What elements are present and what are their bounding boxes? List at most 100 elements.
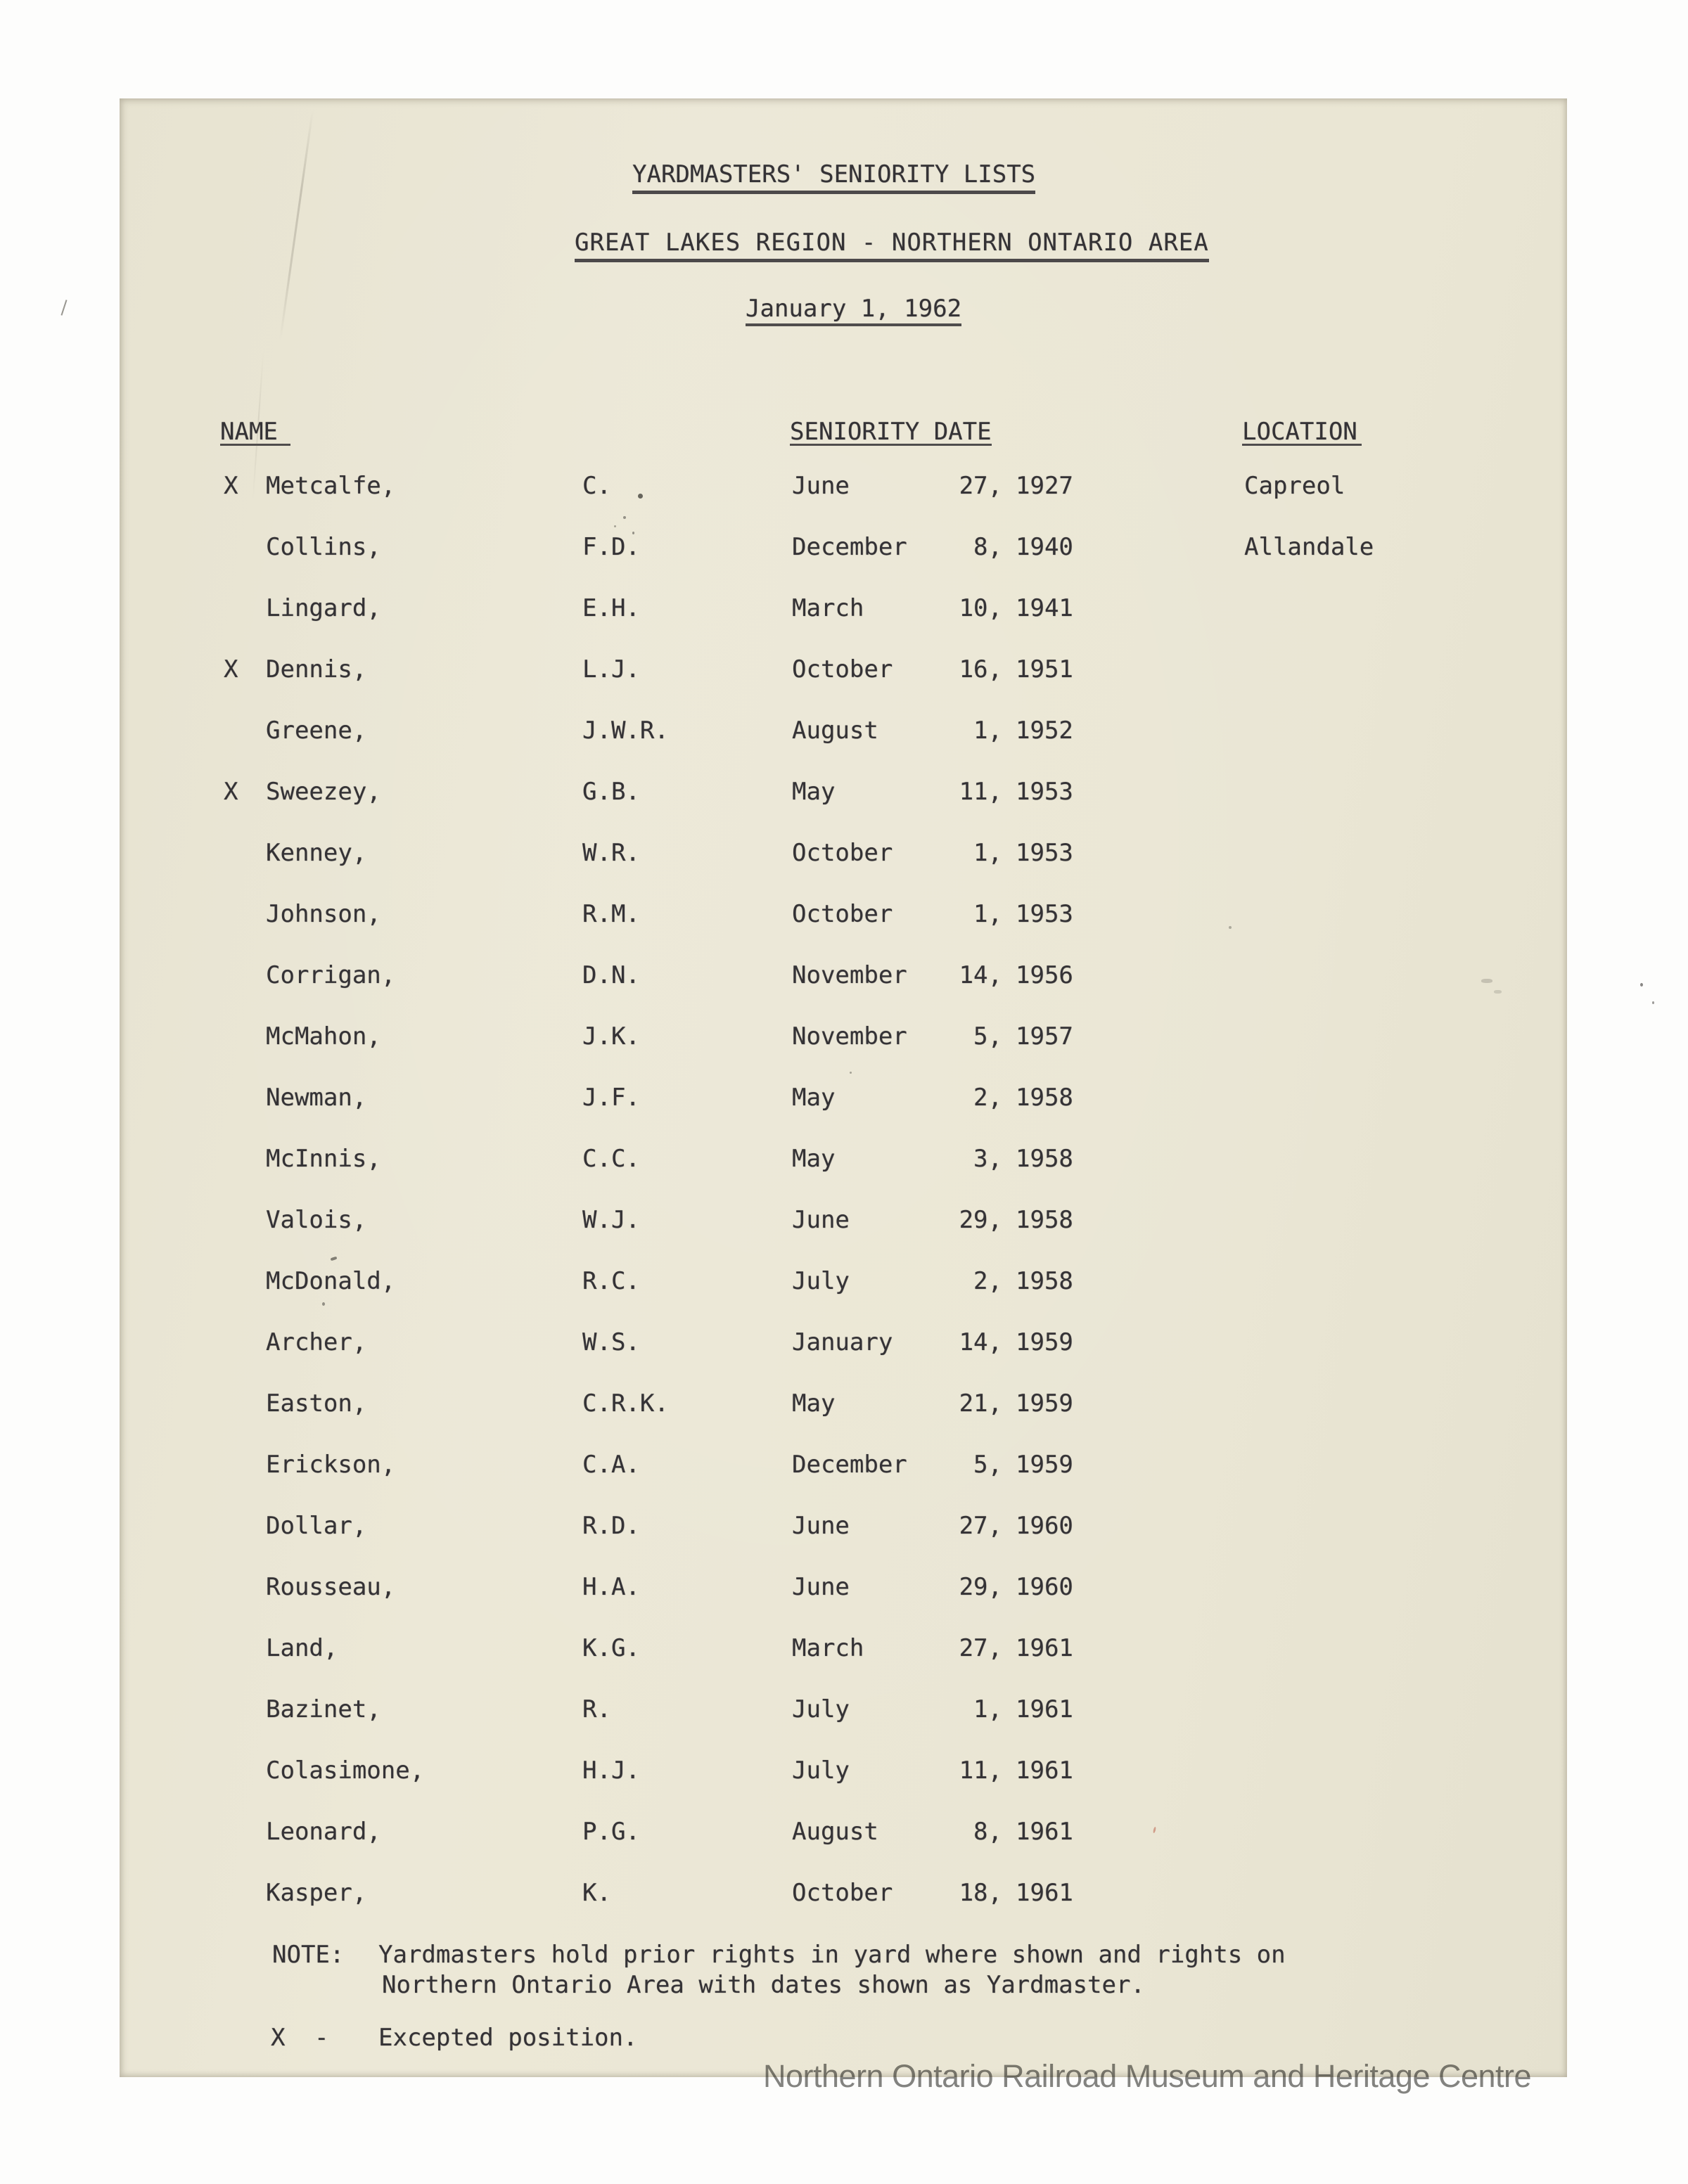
seniority-day: 27, (959, 1512, 1002, 1540)
seniority-day: 27, (959, 1634, 1002, 1662)
surname: Rousseau, (266, 1573, 396, 1601)
surname: Dollar, (266, 1512, 367, 1540)
seniority-year: 1958 (1016, 1145, 1073, 1173)
initials: K. (582, 1879, 611, 1907)
seniority-day: 3, (973, 1145, 1002, 1173)
table-row: Johnson, R.M. October 1, 1953 (120, 902, 1567, 934)
document-title: YARDMASTERS' SENIORITY LISTS (632, 162, 1036, 194)
table-row: Corrigan, D.N. November 14, 1956 (120, 963, 1567, 996)
seniority-day: 10, (959, 594, 1002, 622)
initials: R.D. (582, 1512, 640, 1540)
initials: C.R.K. (582, 1389, 669, 1418)
table-row: Greene, J.W.R. August 1, 1952 (120, 719, 1567, 751)
surname: Sweezey, (266, 778, 381, 806)
seniority-day: 1, (973, 717, 1002, 745)
seniority-day: 1, (973, 900, 1002, 928)
seniority-month: January (792, 1328, 893, 1356)
surname: Leonard, (266, 1818, 381, 1846)
surname: Dennis, (266, 655, 367, 683)
seniority-day: 14, (959, 961, 1002, 989)
surname: Bazinet, (266, 1695, 381, 1723)
seniority-month: July (792, 1695, 850, 1723)
ink-speck (632, 532, 634, 534)
surname: Valois, (266, 1206, 367, 1234)
ink-speck (623, 516, 626, 519)
initials: F.D. (582, 533, 640, 561)
seniority-year: 1952 (1016, 717, 1073, 745)
seniority-month: June (792, 1512, 850, 1540)
seniority-month: July (792, 1267, 850, 1295)
note-label: NOTE: (272, 1941, 345, 1969)
excepted-marker: X (224, 472, 238, 500)
surname: Kasper, (266, 1879, 367, 1907)
seniority-day: 29, (959, 1206, 1002, 1234)
seniority-year: 1959 (1016, 1451, 1073, 1479)
initials: L.J. (582, 655, 640, 683)
table-row: Kasper, K. October 18, 1961 (120, 1881, 1567, 1913)
surname: Lingard, (266, 594, 381, 622)
seniority-year: 1961 (1016, 1756, 1073, 1785)
surname: Newman, (266, 1084, 367, 1112)
seniority-month: March (792, 1634, 864, 1662)
seniority-month: October (792, 1879, 893, 1907)
seniority-month: May (792, 1389, 836, 1418)
location: Allandale (1244, 533, 1374, 561)
initials: C. (582, 472, 611, 500)
document-date: January 1, 1962 (746, 297, 962, 326)
table-row: Erickson, C.A. December 5, 1959 (120, 1453, 1567, 1485)
legend-text: Excepted position. (378, 2024, 638, 2052)
surname: McInnis, (266, 1145, 381, 1173)
table-row: Colasimone, H.J. July 11, 1961 (120, 1759, 1567, 1791)
table-row: Rousseau, H.A. June 29, 1960 (120, 1575, 1567, 1607)
seniority-day: 2, (973, 1267, 1002, 1295)
ink-speck (322, 1302, 325, 1306)
seniority-month: June (792, 1206, 850, 1234)
table-row: Land, K.G. March 27, 1961 (120, 1636, 1567, 1669)
surname: Collins, (266, 533, 381, 561)
table-row: Newman, J.F. May 2, 1958 (120, 1086, 1567, 1118)
surname: McMahon, (266, 1022, 381, 1051)
surname: Corrigan, (266, 961, 396, 989)
initials: P.G. (582, 1818, 640, 1846)
initials: R. (582, 1695, 611, 1723)
seniority-year: 1951 (1016, 655, 1073, 683)
seniority-year: 1959 (1016, 1389, 1073, 1418)
seniority-table: X Metcalfe, C. June 27, 1927 Capreol Collins, F.… (120, 98, 1567, 2077)
seniority-month: May (792, 1084, 836, 1112)
table-row: McInnis, C.C. May 3, 1958 (120, 1147, 1567, 1179)
seniority-month: December (792, 533, 907, 561)
paper-sheet: YARDMASTERS' SENIORITY LISTS GREAT LAKES… (120, 98, 1567, 2077)
seniority-year: 1961 (1016, 1634, 1073, 1662)
table-row: X Sweezey, G.B. May 11, 1953 (120, 780, 1567, 812)
initials: J.K. (582, 1022, 640, 1051)
column-header-name: NAME (220, 420, 290, 446)
column-header-seniority-date: SENIORITY DATE (790, 418, 992, 446)
table-row: Lingard, E.H. March 10, 1941 (120, 596, 1567, 629)
seniority-month: October (792, 655, 893, 683)
ink-speck (850, 1072, 852, 1074)
seniority-day: 16, (959, 655, 1002, 683)
seniority-month: March (792, 594, 864, 622)
seniority-month: June (792, 1573, 850, 1601)
table-row: Dollar, R.D. June 27, 1960 (120, 1514, 1567, 1546)
table-row: X Metcalfe, C. June 27, 1927 Capreol (120, 474, 1567, 506)
surname: Kenney, (266, 839, 367, 867)
ink-speck (638, 494, 643, 499)
initials: K.G. (582, 1634, 640, 1662)
table-row: Collins, F.D. December 8, 1940 Allandale (120, 535, 1567, 567)
seniority-year: 1953 (1016, 839, 1073, 867)
seniority-year: 1958 (1016, 1206, 1073, 1234)
seniority-month: June (792, 472, 850, 500)
seniority-month: October (792, 900, 893, 928)
seniority-year: 1953 (1016, 900, 1073, 928)
initials: J.W.R. (582, 717, 669, 745)
table-row: Kenney, W.R. October 1, 1953 (120, 841, 1567, 873)
document-subtitle: GREAT LAKES REGION - NORTHERN ONTARIO AR… (575, 231, 1209, 262)
table-row: McDonald, R.C. July 2, 1958 (120, 1269, 1567, 1302)
initials: G.B. (582, 778, 640, 806)
table-row: Easton, C.R.K. May 21, 1959 (120, 1392, 1567, 1424)
table-row: X Dennis, L.J. October 16, 1951 (120, 657, 1567, 690)
surname: Easton, (266, 1389, 367, 1418)
table-row: McMahon, J.K. November 5, 1957 (120, 1024, 1567, 1057)
seniority-year: 1953 (1016, 778, 1073, 806)
